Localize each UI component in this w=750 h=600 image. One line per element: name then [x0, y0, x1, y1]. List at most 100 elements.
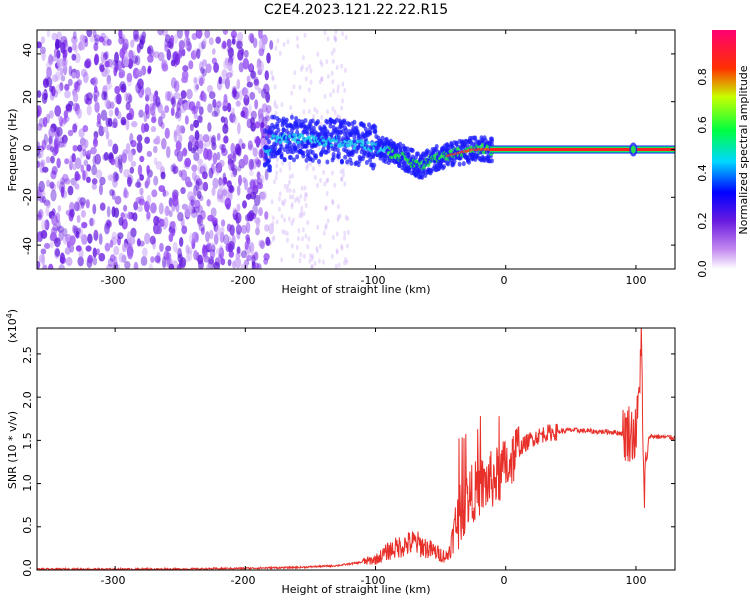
noise-blob — [116, 93, 122, 105]
signal-blob — [326, 131, 331, 137]
noise-blob — [153, 215, 160, 226]
faint-blob — [343, 181, 347, 187]
signal-core — [360, 139, 365, 144]
noise-blob — [66, 241, 71, 248]
noise-blob — [92, 256, 98, 266]
noise-blob — [82, 170, 86, 181]
signal-blob — [264, 135, 269, 141]
noise-blob — [149, 235, 156, 245]
faint-blob — [335, 249, 339, 255]
noise-blob — [220, 219, 226, 227]
noise-blob — [118, 252, 125, 263]
snr-x-tick: -300 — [101, 574, 126, 587]
noise-blob — [47, 55, 54, 66]
noise-blob — [237, 165, 242, 172]
signal-blob — [288, 155, 293, 161]
noise-blob — [222, 40, 227, 49]
noise-blob — [164, 43, 169, 52]
noise-blob — [71, 36, 78, 44]
noise-blob — [124, 213, 128, 220]
signal-blob — [333, 141, 338, 147]
noise-blob — [104, 60, 110, 68]
faint-blob — [336, 217, 340, 223]
faint-blob — [302, 211, 306, 217]
faint-blob — [334, 263, 338, 269]
spectrogram-y-tick: -40 — [21, 237, 34, 255]
signal-blob — [461, 161, 466, 167]
noise-blob — [248, 32, 255, 43]
noise-blob — [214, 167, 220, 176]
signal-blob — [294, 116, 299, 122]
noise-blob — [106, 205, 111, 218]
noise-blob — [113, 207, 120, 218]
noise-blob — [222, 30, 229, 35]
noise-blob — [63, 110, 69, 119]
noise-blob — [198, 223, 205, 232]
noise-blob — [72, 102, 80, 112]
noise-blob — [204, 30, 211, 39]
noise-blob — [269, 40, 274, 50]
faint-blob — [280, 102, 284, 108]
noise-blob — [227, 102, 232, 113]
noise-blob — [226, 46, 234, 53]
noise-blob — [56, 31, 62, 41]
noise-blob — [198, 140, 204, 149]
noise-blob — [213, 261, 221, 269]
snr-plot-area — [37, 328, 675, 570]
noise-blob — [259, 240, 265, 250]
faint-blob — [278, 196, 281, 202]
noise-blob — [72, 163, 77, 171]
faint-blob — [343, 235, 346, 241]
noise-blob — [64, 247, 71, 255]
noise-blob — [98, 183, 104, 196]
noise-blob — [178, 40, 185, 50]
noise-blob — [231, 35, 236, 45]
noise-blob — [46, 30, 51, 38]
noise-blob — [198, 106, 204, 116]
noise-blob — [180, 187, 186, 195]
noise-blob — [252, 37, 258, 49]
noise-blob — [256, 177, 263, 185]
noise-blob — [242, 200, 247, 209]
snr-y-tick: 2.0 — [21, 391, 34, 409]
signal-core — [353, 142, 358, 147]
noise-blob — [112, 143, 119, 155]
noise-blob — [48, 53, 54, 64]
noise-blob — [187, 246, 193, 255]
snr-x-ticks: -300 -200 -100 0 100 — [37, 328, 675, 587]
noise-blob — [42, 166, 49, 173]
faint-blob — [335, 231, 339, 237]
noise-blob — [254, 99, 259, 110]
faint-blob — [289, 194, 292, 200]
noise-blob — [42, 116, 48, 128]
noise-blob — [236, 40, 243, 49]
signal-blob — [263, 155, 268, 161]
figure-title: C2E4.2023.121.22.22.R15 — [264, 2, 448, 18]
faint-blob — [337, 204, 340, 210]
faint-blob — [341, 168, 345, 174]
noise-blob — [208, 167, 214, 179]
noise-blob — [160, 171, 166, 180]
noise-blob — [259, 192, 266, 201]
noise-blob — [91, 164, 98, 176]
faint-blob — [304, 203, 308, 209]
faint-blob — [320, 114, 324, 120]
noise-blob — [227, 243, 234, 253]
signal-blob — [336, 134, 341, 140]
faint-blob — [331, 170, 334, 176]
faint-blob — [345, 259, 349, 265]
noise-blob — [192, 144, 199, 152]
noise-blob — [178, 49, 183, 59]
faint-blob — [278, 191, 282, 197]
noise-blob — [72, 123, 78, 133]
signal-blob — [295, 154, 300, 160]
noise-blob — [231, 234, 236, 246]
noise-blob — [247, 144, 255, 152]
faint-blob — [276, 38, 280, 44]
spectrogram-y-tick: 0 — [21, 145, 34, 152]
noise-blob — [258, 239, 265, 248]
noise-blob — [263, 83, 270, 95]
faint-blob — [307, 108, 311, 114]
noise-blob — [144, 103, 150, 115]
